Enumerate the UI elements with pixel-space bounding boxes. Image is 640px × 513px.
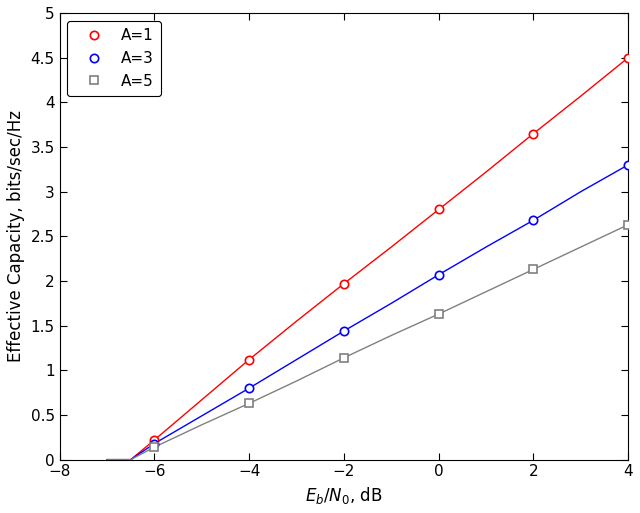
A=3 [530,217,538,223]
A=5 [530,266,538,272]
A=1 [245,357,253,363]
Line: A=5: A=5 [150,221,632,451]
X-axis label: $E_b/N_0$, dB: $E_b/N_0$, dB [305,485,383,506]
A=3 [340,328,348,334]
A=5 [150,444,158,450]
A=3 [625,162,632,168]
A=1 [340,281,348,287]
A=1 [625,54,632,61]
Legend: A=1, A=3, A=5: A=1, A=3, A=5 [67,21,161,96]
A=3 [245,385,253,391]
A=1 [530,130,538,136]
A=1 [150,437,158,443]
A=3 [435,271,442,278]
Line: A=3: A=3 [150,161,632,448]
Line: A=1: A=1 [150,53,632,444]
A=5 [435,311,442,317]
A=5 [245,400,253,406]
A=5 [340,354,348,361]
A=5 [625,222,632,228]
Y-axis label: Effective Capacity, bits/sec/Hz: Effective Capacity, bits/sec/Hz [7,110,25,362]
A=1 [435,206,442,212]
A=3 [150,441,158,447]
